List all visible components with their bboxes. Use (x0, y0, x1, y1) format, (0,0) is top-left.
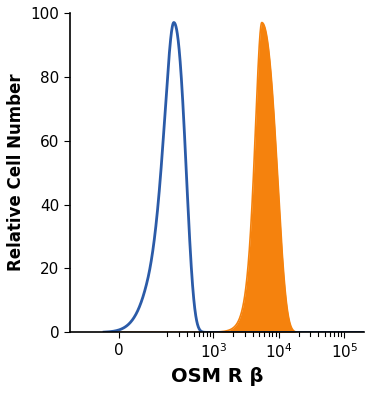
Y-axis label: Relative Cell Number: Relative Cell Number (7, 74, 25, 272)
X-axis label: OSM R β: OSM R β (171, 367, 263, 386)
